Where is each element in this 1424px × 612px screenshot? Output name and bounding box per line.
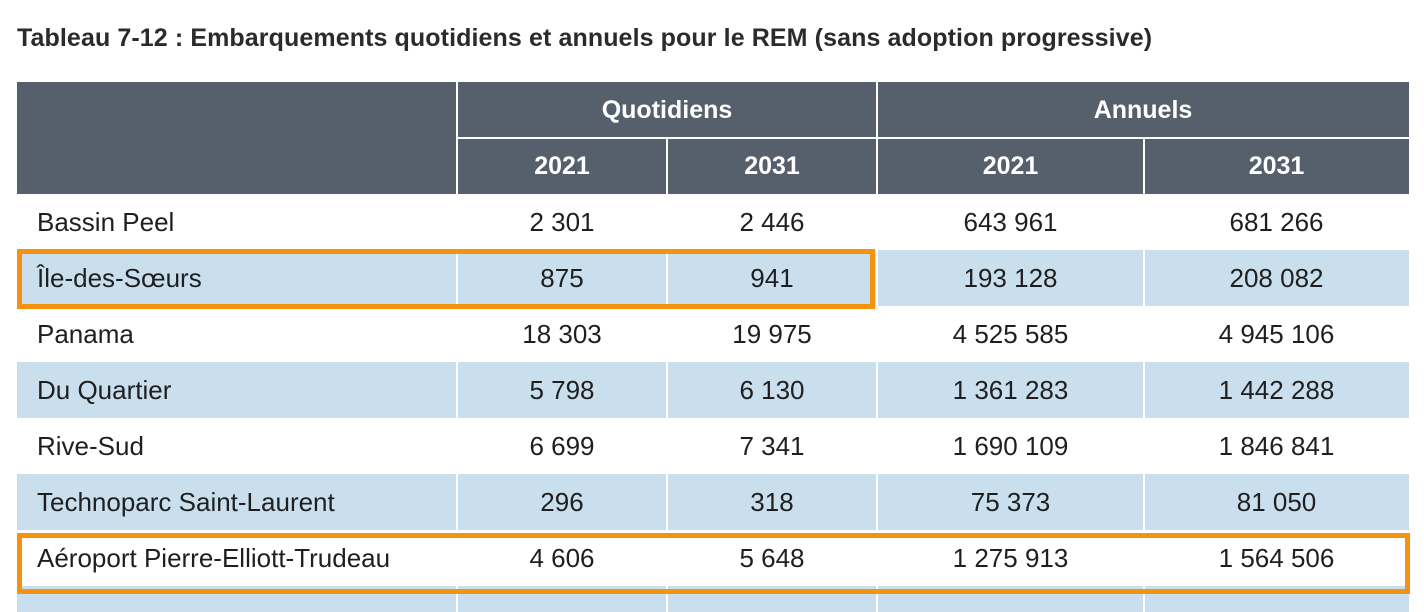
table-row: Rive-Sud 6 699 7 341 1 690 109 1 846 841 [17,418,1409,474]
column-divider [456,194,458,612]
column-divider [666,194,668,612]
annual-2031-value: 1 846 841 [1218,431,1335,461]
header-annual-2021: 2021 [982,152,1039,180]
annual-2031-value: 81 050 [1236,487,1317,517]
daily-2021-value: 5 798 [529,375,595,405]
station-name: Bassin Peel [37,207,175,237]
daily-2031-value: 5 648 [739,543,805,573]
header-daily: Quotidiens [601,96,733,124]
header-divider [1143,138,1145,194]
header-divider [457,137,1409,139]
column-divider [1143,194,1145,612]
table-row: Aéroport Pierre-Elliott-Trudeau 4 606 5 … [17,530,1409,586]
daily-2021-value: 4 606 [529,543,595,573]
station-name: Rive-Sud [37,431,144,461]
header-daily-2021: 2021 [534,152,590,180]
station-name: Île-des-Sœurs [37,263,202,293]
station-name: Du Quartier [37,375,172,405]
daily-2031-value: 7 341 [739,431,805,461]
table-row: Technoparc Saint-Laurent 296 318 75 373 … [17,474,1409,530]
column-divider [876,194,878,612]
daily-2031-value: 19 975 [732,319,812,349]
station-name: Aéroport Pierre-Elliott-Trudeau [37,543,391,573]
annual-2021-value: 1 361 283 [952,375,1069,405]
daily-2021-value: 875 [540,263,584,293]
daily-2031-value: 6 130 [739,375,805,405]
table-row-partial [17,586,1409,612]
annual-2021-value: 75 373 [970,487,1051,517]
table-row: Île-des-Sœurs 875 941 193 128 208 082 [17,250,1409,306]
table-row: Panama 18 303 19 975 4 525 585 4 945 106 [17,306,1409,362]
daily-2021-value: 2 301 [529,207,595,237]
station-name: Panama [37,319,134,349]
station-name: Technoparc Saint-Laurent [37,487,335,517]
annual-2021-value: 1 690 109 [952,431,1069,461]
header-divider [666,138,668,194]
table-row: Bassin Peel 2 301 2 446 643 961 681 266 [17,194,1409,250]
annual-2021-value: 643 961 [963,207,1058,237]
annual-2021-value: 4 525 585 [952,319,1069,349]
table-row: Du Quartier 5 798 6 130 1 361 283 1 442 … [17,362,1409,418]
header-group-row: Quotidiens Annuels [17,82,1409,138]
annual-2031-value: 1 564 506 [1218,543,1335,573]
annual-2021-value: 1 275 913 [952,543,1069,573]
annual-2031-value: 1 442 288 [1218,375,1335,405]
daily-2021-value: 6 699 [529,431,595,461]
daily-2031-value: 318 [750,487,794,517]
annual-2031-value: 681 266 [1229,207,1324,237]
daily-2031-value: 2 446 [739,207,805,237]
header-annual-2031: 2031 [1248,152,1305,180]
daily-2021-value: 296 [540,487,584,517]
daily-2021-value: 18 303 [522,319,602,349]
table-caption: Tableau 7-12 : Embarquements quotidiens … [17,24,1153,52]
header-daily-2031: 2031 [744,152,800,180]
header-year-row: 2021 2031 2021 2031 [17,138,1409,194]
annual-2031-value: 208 082 [1229,263,1324,293]
annual-2021-value: 193 128 [963,263,1058,293]
header-annual: Annuels [1093,96,1193,124]
annual-2031-value: 4 945 106 [1218,319,1335,349]
daily-2031-value: 941 [750,263,794,293]
